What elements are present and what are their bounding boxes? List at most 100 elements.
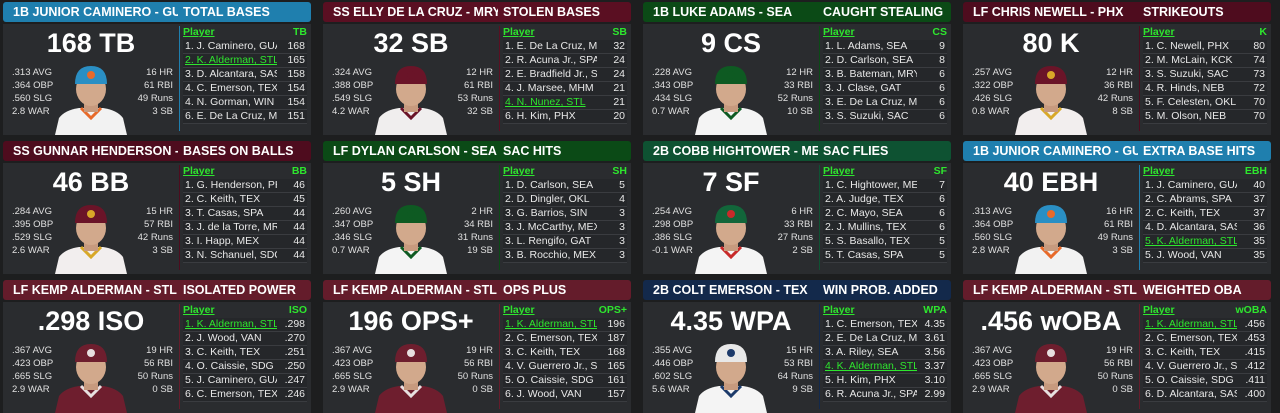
column-header-player[interactable]: Player (503, 304, 535, 316)
list-item[interactable]: 2. K. Alderman, STL 165 (183, 54, 307, 68)
leader-name[interactable]: 3. C. Keith, TEX (505, 346, 581, 358)
leader-name[interactable]: 1. C. Newell, PHX (1145, 40, 1230, 52)
list-item[interactable]: 1. J. Caminero, GUA 40 (1143, 179, 1267, 193)
leader-name[interactable]: 4. C. Emerson, TEX (185, 82, 277, 94)
list-item[interactable]: 4. C. Emerson, TEX 154 (183, 82, 307, 96)
list-item[interactable]: 4. K. Alderman, STL 3.37 (823, 360, 947, 374)
leader-name[interactable]: 3. J. Clase, GAT (825, 82, 902, 94)
list-item[interactable]: 2. C. Emerson, TEX 187 (503, 332, 627, 346)
list-item[interactable]: 3. B. Bateman, MRY 6 (823, 68, 947, 82)
list-item[interactable]: 1. K. Alderman, STL 196 (503, 318, 627, 332)
list-item[interactable]: 6. E. De La Cruz, MRY 151 (183, 110, 307, 124)
leader-name[interactable]: 4. V. Guerrero Jr., SDG (1145, 360, 1237, 372)
list-item[interactable]: 5. F. Celesten, OKL 70 (1143, 96, 1267, 110)
list-item[interactable]: 6. D. Alcantara, SAS .400 (1143, 388, 1267, 402)
list-item[interactable]: 4. D. Alcantara, SAS 36 (1143, 221, 1267, 235)
list-item[interactable]: 5. M. Olson, NEB 70 (1143, 110, 1267, 124)
list-item[interactable]: 5. O. Caissie, SDG 161 (503, 374, 627, 388)
leader-name[interactable]: 1. J. Caminero, GUA (185, 40, 277, 52)
list-item[interactable]: 5. T. Casas, SPA 5 (823, 249, 947, 263)
player-name[interactable]: 1B JUNIOR CAMINERO - GUA (13, 5, 178, 19)
list-item[interactable]: 4. R. Hinds, NEB 72 (1143, 82, 1267, 96)
column-header-stat[interactable]: OPS+ (598, 304, 627, 316)
leader-name[interactable]: 5. H. Kim, PHX (825, 374, 896, 386)
leader-name[interactable]: 2. D. Carlson, SEA (825, 54, 914, 66)
leader-name[interactable]: 3. C. Keith, TEX (185, 346, 261, 358)
list-item[interactable]: 2. A. Judge, TEX 6 (823, 193, 947, 207)
leader-name[interactable]: 3. S. Suzuki, SAC (1145, 68, 1229, 80)
list-item[interactable]: 2. D. Dingler, OKL 4 (503, 193, 627, 207)
leader-name[interactable]: 3. J. de la Torre, MRY (185, 221, 277, 233)
leader-name[interactable]: 5. T. Casas, SPA (825, 249, 904, 261)
player-name[interactable]: 2B COLT EMERSON - TEX (653, 283, 808, 297)
leader-name[interactable]: 2. A. Judge, TEX (825, 193, 904, 205)
leader-name[interactable]: 2. C. Abrams, SPA (1145, 193, 1232, 205)
list-item[interactable]: 2. C. Abrams, SPA 37 (1143, 193, 1267, 207)
list-item[interactable]: 5. J. Caminero, GUA .247 (183, 374, 307, 388)
leader-name[interactable]: 6. J. Wood, VAN (505, 388, 582, 400)
list-item[interactable]: 2. J. Mullins, TEX 6 (823, 221, 947, 235)
leader-panel[interactable]: LF KEMP ALDERMAN - STL WEIGHTED OBA .456… (963, 278, 1271, 413)
list-item[interactable]: 1. C. Newell, PHX 80 (1143, 40, 1267, 54)
leader-name[interactable]: 1. J. Caminero, GUA (1145, 179, 1237, 191)
leader-name[interactable]: 6. H. Kim, PHX (505, 110, 576, 122)
leader-name[interactable]: 5. M. Olson, NEB (1145, 110, 1227, 122)
leader-name[interactable]: 4. D. Alcantara, SAS (1145, 221, 1237, 233)
leader-panel[interactable]: LF CHRIS NEWELL - PHX STRIKEOUTS 80 K .2… (963, 0, 1271, 135)
player-name[interactable]: 1B LUKE ADAMS - SEA (653, 5, 793, 19)
list-item[interactable]: 1. E. De La Cruz, MRY 32 (503, 40, 627, 54)
leader-panel[interactable]: 1B JUNIOR CAMINERO - GUA EXTRA BASE HITS… (963, 139, 1271, 274)
list-item[interactable]: 5. O. Caissie, SDG .411 (1143, 374, 1267, 388)
leader-panel[interactable]: 1B JUNIOR CAMINERO - GUA TOTAL BASES 168… (3, 0, 311, 135)
list-item[interactable]: 3. C. Keith, TEX .251 (183, 346, 307, 360)
leader-name[interactable]: 5. S. Basallo, TEX (825, 235, 911, 247)
leader-name[interactable]: 3. L. Rengifo, GAT (505, 235, 592, 247)
list-item[interactable]: 3. J. Clase, GAT 6 (823, 82, 947, 96)
list-item[interactable]: 2. C. Emerson, TEX .453 (1143, 332, 1267, 346)
player-name[interactable]: 1B JUNIOR CAMINERO - GUA (973, 144, 1138, 158)
list-item[interactable]: 6. J. Wood, VAN 157 (503, 388, 627, 402)
leader-name[interactable]: 6. E. De La Cruz, MRY (185, 110, 277, 122)
player-name[interactable]: 2B COBB HIGHTOWER - MEX (653, 144, 818, 158)
list-item[interactable]: 6. H. Kim, PHX 20 (503, 110, 627, 124)
leader-name[interactable]: 6. R. Acuna Jr., SPA (825, 388, 917, 400)
list-item[interactable]: 2. M. McLain, KCK 74 (1143, 54, 1267, 68)
list-item[interactable]: 4. J. Marsee, MHM 21 (503, 82, 627, 96)
leader-name[interactable]: 3. B. Bateman, MRY (825, 68, 917, 80)
leader-name[interactable]: 2. C. Keith, TEX (1145, 207, 1221, 219)
leader-panel[interactable]: 2B COLT EMERSON - TEX WIN PROB. ADDED 4.… (643, 278, 951, 413)
list-item[interactable]: 1. K. Alderman, STL .298 (183, 318, 307, 332)
leader-name[interactable]: 3. G. Barrios, SIN (505, 207, 588, 219)
list-item[interactable]: 1. D. Carlson, SEA 5 (503, 179, 627, 193)
leader-name[interactable]: 2. C. Emerson, TEX (505, 332, 597, 344)
list-item[interactable]: 1. K. Alderman, STL .456 (1143, 318, 1267, 332)
leader-name[interactable]: 2. C. Keith, TEX (185, 193, 261, 205)
list-item[interactable]: 1. C. Emerson, TEX 4.35 (823, 318, 947, 332)
leader-name[interactable]: 4. O. Caissie, SDG (185, 360, 274, 372)
column-header-stat[interactable]: K (1259, 26, 1267, 38)
column-header-player[interactable]: Player (183, 165, 215, 177)
leader-name[interactable]: 2. M. McLain, KCK (1145, 54, 1233, 66)
column-header-stat[interactable]: ISO (288, 304, 307, 316)
leader-panel[interactable]: LF DYLAN CARLSON - SEA SAC HITS 5 SH .26… (323, 139, 631, 274)
leader-panel[interactable]: LF KEMP ALDERMAN - STL OPS PLUS 196 OPS+… (323, 278, 631, 413)
column-header-player[interactable]: Player (1143, 304, 1175, 316)
list-item[interactable]: 3. I. Happ, MEX 44 (183, 235, 307, 249)
leader-name[interactable]: 1. E. De La Cruz, MRY (505, 40, 597, 52)
column-header-player[interactable]: Player (183, 26, 215, 38)
leader-name[interactable]: 2. D. Dingler, OKL (505, 193, 590, 205)
leader-name[interactable]: 2. C. Mayo, SEA (825, 207, 903, 219)
list-item[interactable]: 2. C. Keith, TEX 45 (183, 193, 307, 207)
player-name[interactable]: LF KEMP ALDERMAN - STL (333, 283, 497, 297)
leader-name[interactable]: 2. E. De La Cruz, MRY (825, 332, 917, 344)
leader-name[interactable]: 4. N. Nunez, STL (505, 96, 586, 108)
list-item[interactable]: 2. R. Acuna Jr., SPA 24 (503, 54, 627, 68)
leader-name[interactable]: 3. D. Alcantara, SAS (185, 68, 277, 80)
leader-name[interactable]: 1. K. Alderman, STL (185, 318, 277, 330)
column-header-stat[interactable]: SH (612, 165, 627, 177)
leader-name[interactable]: 1. G. Henderson, PHX (185, 179, 277, 191)
list-item[interactable]: 3. B. Rocchio, MEX 3 (503, 249, 627, 263)
column-header-stat[interactable]: wOBA (1235, 304, 1268, 316)
leader-name[interactable]: 4. R. Hinds, NEB (1145, 82, 1225, 94)
leader-name[interactable]: 5. J. Caminero, GUA (185, 374, 277, 386)
